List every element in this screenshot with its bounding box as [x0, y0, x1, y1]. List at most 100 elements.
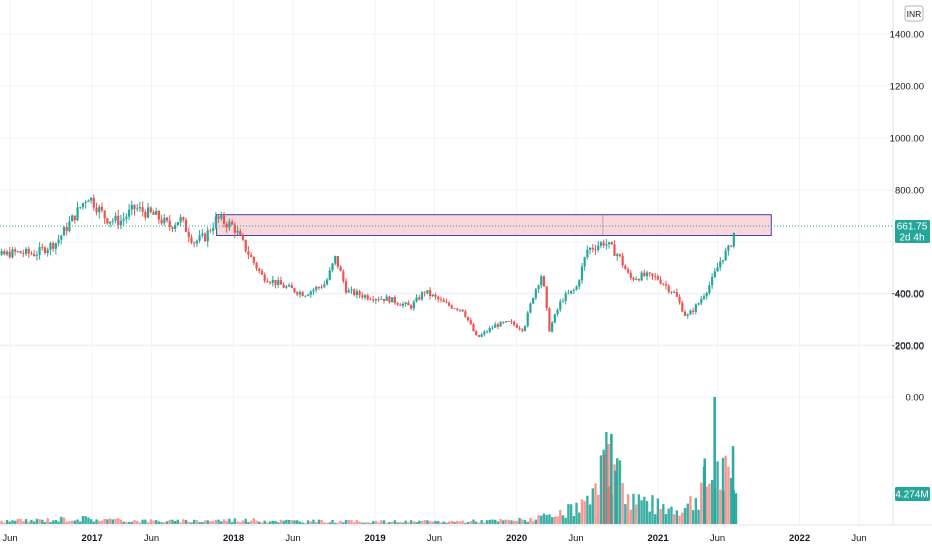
candle-body: [47, 250, 49, 253]
volume-bar: [98, 521, 100, 524]
volume-bar: [244, 519, 246, 524]
candle-body: [472, 324, 474, 331]
candle-body: [38, 247, 40, 255]
candle-body: [405, 303, 407, 304]
volume-bar: [388, 522, 390, 524]
volume-bar: [415, 522, 417, 524]
candle-body: [280, 280, 282, 284]
candle-body: [619, 254, 621, 256]
volume-bar: [499, 519, 501, 524]
volume-bar: [320, 520, 322, 524]
candle-body: [687, 315, 689, 316]
volume-bar: [567, 504, 569, 524]
volume-bar: [84, 516, 86, 524]
volume-bar: [25, 519, 27, 524]
candle-body: [516, 325, 518, 328]
candle-body: [605, 244, 607, 245]
volume-bar: [630, 510, 632, 524]
volume-bar: [19, 519, 21, 524]
candle-body: [98, 207, 100, 212]
volume-bar: [112, 519, 114, 524]
candle-body: [665, 284, 667, 285]
candle-body: [649, 273, 651, 274]
candle-body: [388, 297, 390, 303]
candle-body: [570, 291, 572, 294]
candle-body: [651, 274, 653, 276]
volume-bar: [491, 519, 493, 524]
candle-body: [386, 297, 388, 301]
candle-body: [158, 211, 160, 220]
candle-body: [220, 216, 222, 219]
volume-bar: [231, 522, 233, 524]
volume-bar: [299, 522, 301, 524]
volume-bar: [532, 521, 534, 524]
candle-body: [451, 306, 453, 309]
candle-body: [350, 289, 352, 290]
candle-body: [288, 285, 290, 286]
candle-body: [85, 202, 87, 203]
candle-body: [283, 285, 285, 288]
volume-bar: [521, 519, 523, 524]
volume-axis: 0.00-200.00-400.00: [892, 289, 924, 404]
currency-badge[interactable]: INR: [905, 6, 923, 21]
volume-bar: [678, 516, 680, 524]
volume-bar: [651, 495, 653, 524]
candle-body: [708, 285, 710, 293]
candle-body: [616, 254, 618, 256]
candle-body: [567, 293, 569, 294]
candle-body: [212, 228, 214, 231]
volume-bar: [150, 519, 152, 524]
candle-body: [264, 275, 266, 281]
candle-body: [597, 246, 599, 250]
candle-body: [161, 220, 163, 224]
candle-body: [662, 284, 664, 285]
candle-body: [703, 296, 705, 299]
volume-bar: [559, 510, 561, 524]
volume-bar: [17, 519, 19, 524]
candle-body: [481, 334, 483, 337]
volume-axis-label: -400.00: [892, 289, 924, 300]
volume-bar: [497, 521, 499, 524]
volume-bar: [369, 523, 371, 524]
candle-body: [483, 332, 485, 335]
volume-bar: [448, 522, 450, 524]
candle-body: [14, 249, 16, 251]
candle-body: [440, 299, 442, 300]
volume-bar: [668, 509, 670, 524]
candle-body: [638, 279, 640, 280]
candle-body: [502, 322, 504, 323]
resistance-zone[interactable]: [217, 215, 772, 236]
candle-body: [375, 299, 377, 300]
volume-bar: [239, 522, 241, 524]
volume-bar: [589, 504, 591, 524]
volume-bar: [82, 516, 84, 524]
candle-body: [676, 292, 678, 297]
volume-bar: [174, 521, 176, 524]
candle-body: [646, 273, 648, 276]
candle-body: [689, 311, 691, 315]
candle-body: [139, 207, 141, 208]
price-axis-label: 800.00: [895, 186, 924, 197]
volume-bar: [250, 521, 252, 524]
volume-bar: [188, 522, 190, 524]
volume-bar: [353, 522, 355, 524]
candle-body: [79, 207, 81, 208]
volume-bar: [375, 521, 377, 524]
candle-body: [307, 295, 309, 296]
candle-body: [312, 290, 314, 292]
price-axis-label: 1000.00: [890, 134, 924, 145]
candle-body: [586, 250, 588, 258]
candle-body: [198, 235, 200, 240]
volume-bar: [207, 520, 209, 524]
volume-bar: [57, 521, 59, 524]
volume-bar: [361, 523, 363, 524]
volume-spike-bar: [610, 434, 613, 524]
volume-bar: [429, 521, 431, 524]
volume-bar: [3, 523, 5, 524]
volume-bar: [643, 497, 645, 524]
candle-body: [49, 243, 51, 250]
volume-bar: [68, 521, 70, 524]
candle-body: [589, 248, 591, 250]
volume-bar: [692, 510, 694, 524]
